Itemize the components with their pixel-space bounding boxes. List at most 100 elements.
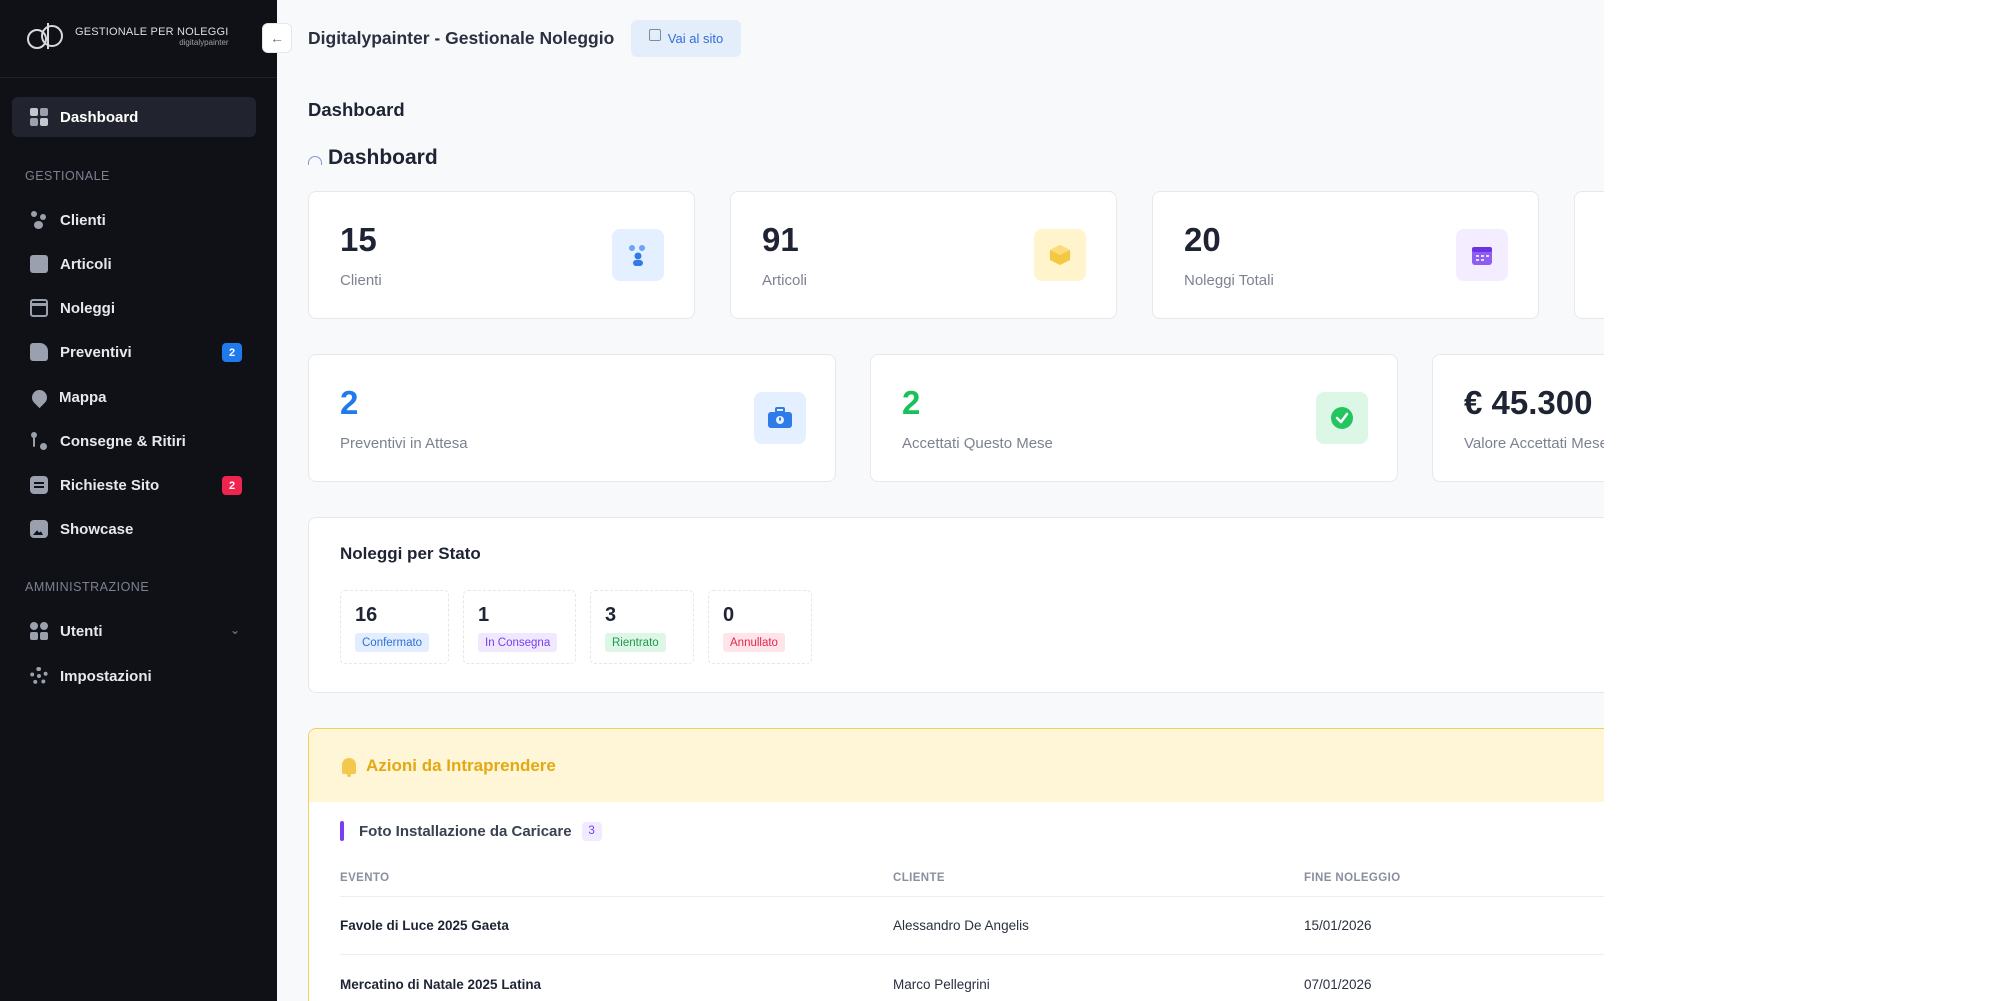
cell-cliente: Marco Pellegrini [893,977,990,992]
sidebar-item-richieste-sito[interactable]: Richieste Sito 2 [12,465,256,505]
image-icon [30,520,48,538]
sidebar-item-articoli[interactable]: Articoli [12,244,256,284]
logo-mark-icon [27,23,65,51]
status-badge: Confermato [355,633,430,652]
actions-title: Azioni da Intraprendere [366,755,556,775]
sidebar-item-impostazioni[interactable]: Impostazioni [12,656,256,696]
sidebar-item-label: Preventivi [60,343,132,361]
column-header-evento: EVENTO [340,872,390,884]
stat-value: € 45.300 [1464,384,1593,421]
subsection-count-badge: 3 [581,821,602,841]
stat-card-articoli[interactable]: 91 Articoli [730,191,1117,319]
cell-fine-noleggio: 15/01/2026 [1304,918,1372,933]
logo-subtitle: digitalypainter [179,38,229,47]
sidebar-item-label: Consegne & Ritiri [60,432,186,450]
preventivi-count-badge: 2 [222,343,242,362]
sidebar-item-label: Clienti [60,211,106,229]
visit-site-label: Vai al sito [667,31,724,46]
box-icon [30,255,48,273]
edit-icon [648,28,661,41]
cell-fine-noleggio: 07/01/2026 [1304,977,1372,992]
stat-card-preventivi-attesa[interactable]: 2 Preventivi in Attesa [308,354,836,482]
subsection-title: Foto Installazione da Caricare [359,822,572,840]
collapse-sidebar-button[interactable]: ← [262,23,292,53]
rentals-by-status-title: Noleggi per Stato [340,544,481,563]
status-box-in-consegna[interactable]: 1 In Consegna [463,590,576,664]
sidebar-item-label: Richieste Sito [60,476,160,494]
sidebar-item-utenti[interactable]: Utenti ⌄ [12,611,256,651]
sidebar-item-preventivi[interactable]: Preventivi 2 [12,332,256,372]
stat-value: 20 [1184,221,1221,258]
sidebar-item-label: Articoli [60,255,112,273]
check-circle-icon [1316,392,1368,444]
document-icon [30,343,48,361]
stat-label: Noleggi Totali [1184,272,1274,289]
stat-label: Valore Accettati Mese [1464,435,1604,452]
app-title: Digitalypainter - Gestionale Noleggio [308,28,615,48]
stat-card-clienti[interactable]: 15 Clienti [308,191,695,319]
cell-cliente: Alessandro De Angelis [893,918,1029,933]
main-content: Digitalypainter - Gestionale Noleggio Va… [277,0,1604,1001]
chevron-down-icon[interactable]: ⌄ [229,623,240,637]
sidebar-item-noleggi[interactable]: Noleggi [12,288,256,328]
stat-card-valore-accettati[interactable]: € 45.300 Valore Accettati Mese [1432,354,1604,482]
status-count: 3 [605,604,617,626]
status-count: 1 [478,604,490,626]
calendar-icon [1456,229,1508,281]
dashboard-grid-icon [30,108,48,126]
subsection-foto-installazione: Foto Installazione da Caricare 3 [340,821,602,841]
status-box-rientrato[interactable]: 3 Rientrato [590,590,694,664]
status-badge: In Consegna [478,633,558,652]
empty-area [1604,0,2005,1001]
stat-card-partial[interactable] [1574,191,1604,319]
richieste-count-badge: 2 [222,476,242,495]
users-icon [612,229,664,281]
briefcase-icon [754,392,806,444]
sidebar-item-label: Mappa [59,388,107,406]
users-icon [30,211,48,229]
table-divider [340,954,1604,955]
table-divider [340,896,1604,897]
status-count: 16 [355,604,378,626]
arrow-left-icon: ← [270,30,284,46]
status-box-annullato[interactable]: 0 Annullato [708,590,812,664]
stat-value: 91 [762,221,799,258]
bell-icon [342,757,356,777]
breadcrumb: Dashboard [308,99,405,120]
cell-evento[interactable]: Favole di Luce 2025 Gaeta [340,918,509,933]
stat-label: Accettati Questo Mese [902,435,1053,452]
sidebar-item-consegne-ritiri[interactable]: Consegne & Ritiri [12,421,256,461]
stat-value: 15 [340,221,377,258]
map-pin-icon [28,386,51,408]
status-badge: Annullato [723,633,785,652]
cell-evento[interactable]: Mercatino di Natale 2025 Latina [340,977,542,992]
sidebar-item-mappa[interactable]: Mappa [12,377,256,417]
subsection-accent [340,821,344,841]
sidebar-item-label: Noleggi [60,299,115,317]
sidebar-item-showcase[interactable]: Showcase [12,509,256,549]
box-icon [1034,229,1086,281]
sidebar-item-clienti[interactable]: Clienti [12,200,256,240]
sidebar-item-label: Utenti [60,622,103,640]
stat-value: 2 [340,384,359,421]
app-logo[interactable]: GESTIONALE PER NOLEGGI digitalypainter [27,22,229,52]
sidebar-item-label: Showcase [60,520,134,538]
logo-title: GESTIONALE PER NOLEGGI [75,26,229,38]
stat-card-noleggi-totali[interactable]: 20 Noleggi Totali [1152,191,1539,319]
users-group-icon [30,622,48,640]
sidebar-item-label: Dashboard [60,108,139,126]
visit-site-button[interactable]: Vai al sito [631,20,741,57]
calendar-icon [30,299,48,317]
rentals-by-status-card: Noleggi per Stato 16 Confermato 1 In Con… [308,517,1604,693]
sidebar-item-dashboard[interactable]: Dashboard [12,97,256,137]
chat-icon [30,476,48,494]
section-label-amministrazione: AMMINISTRAZIONE [25,580,150,594]
gear-icon [30,667,48,685]
status-box-confermato[interactable]: 16 Confermato [340,590,449,664]
stat-label: Articoli [762,272,808,289]
stat-card-accettati-mese[interactable]: 2 Accettati Questo Mese [870,354,1398,482]
gauge-icon [308,155,322,165]
status-badge: Rientrato [605,633,666,652]
page-title-text: Dashboard [328,146,438,169]
stat-label: Clienti [340,272,382,289]
